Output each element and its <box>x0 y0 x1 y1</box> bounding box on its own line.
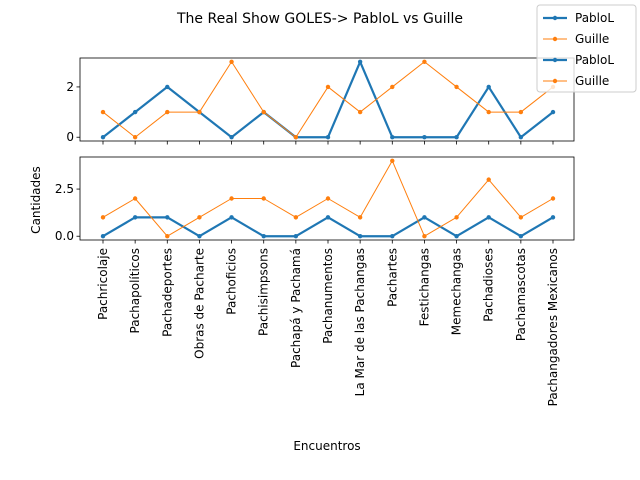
data-point-pablol <box>518 135 524 140</box>
data-point-pablol <box>261 234 266 239</box>
x-tick-label: Pachisimpsons <box>257 248 271 336</box>
data-point-guille <box>165 109 170 115</box>
y-tick-label: 2 <box>66 80 74 94</box>
legend-marker <box>552 15 558 21</box>
data-point-guille <box>422 234 427 239</box>
data-point-guille <box>550 196 556 201</box>
data-point-pablol <box>325 135 331 140</box>
x-tick-label: Pachadeportes <box>160 248 174 337</box>
x-tick-label: Pachoficios <box>225 248 239 315</box>
data-point-pablol <box>100 234 106 239</box>
legend-marker <box>552 36 558 42</box>
data-point-guille <box>261 109 266 115</box>
x-axis-label: Encuentros <box>293 439 360 453</box>
data-point-guille <box>197 215 202 220</box>
data-point-guille <box>132 135 138 140</box>
data-point-pablol <box>422 135 427 140</box>
data-point-pablol <box>486 215 491 220</box>
y-axis-label: Cantidades <box>29 166 43 234</box>
x-tick-label: Pachamascotas <box>514 248 528 341</box>
data-point-guille <box>132 196 138 201</box>
data-point-guille <box>518 109 524 115</box>
data-point-guille <box>293 135 299 140</box>
data-point-pablol <box>454 135 459 140</box>
legend-label: Guille <box>575 74 609 88</box>
legend-box <box>536 4 637 93</box>
data-point-pablol <box>100 135 106 140</box>
data-point-pablol <box>165 215 170 220</box>
data-point-guille <box>100 109 106 115</box>
x-tick-label: Memechangas <box>450 248 464 335</box>
x-tick-labels: Pachricolaje Pachapolíticos Pachadeportes O… <box>96 248 560 406</box>
x-tick-label: Festichangas <box>417 248 431 326</box>
data-point-guille <box>325 196 331 201</box>
data-point-pablol <box>550 215 556 220</box>
x-tick-label: Pachricolaje <box>96 248 110 320</box>
data-point-pablol <box>132 109 138 115</box>
data-point-pablol <box>518 234 524 239</box>
data-point-guille <box>422 59 427 64</box>
data-point-pablol <box>486 84 491 90</box>
data-point-guille <box>197 109 202 115</box>
data-point-pablol <box>390 234 395 239</box>
axes-frame <box>79 57 575 142</box>
y-tick-label: 0.0 <box>55 229 74 243</box>
data-point-pablol <box>422 215 427 220</box>
chart-title: The Real Show GOLES-> PabloL vs Guille <box>176 11 463 27</box>
data-point-guille <box>357 215 363 220</box>
data-point-guille <box>165 234 170 239</box>
axes-frame <box>79 156 575 241</box>
x-tick-label: Obras de Pacharte <box>192 248 206 359</box>
data-point-guille <box>454 215 459 220</box>
data-point-pablol <box>390 135 395 140</box>
data-point-pablol <box>197 234 202 239</box>
legend-marker <box>552 78 558 84</box>
x-tick-label: Pachartes <box>385 248 399 307</box>
legend-marker <box>552 57 558 63</box>
series-line-pablol <box>102 216 554 238</box>
data-point-guille <box>357 109 363 115</box>
data-point-pablol <box>229 215 234 220</box>
data-point-guille <box>100 215 106 220</box>
data-point-guille <box>325 84 331 90</box>
x-tick-label: Pachangadores Mexicanos <box>546 248 560 406</box>
x-tick-label: Pachapá y Pachamá <box>289 248 303 368</box>
data-point-guille <box>229 196 234 201</box>
data-point-pablol <box>325 215 331 220</box>
y-tick-label: 0 <box>66 130 74 144</box>
x-tick-label: Pachanumentos <box>321 248 335 344</box>
legend: PabloL Guille PabloL Guille <box>536 4 637 93</box>
data-point-guille <box>261 196 266 201</box>
series-line-pablol <box>102 60 554 139</box>
legend-label: PabloL <box>575 11 614 25</box>
data-point-pablol <box>357 59 363 64</box>
data-point-guille <box>229 59 234 64</box>
data-point-guille <box>486 109 491 115</box>
series-line-guille <box>102 61 554 138</box>
data-point-guille <box>486 177 491 182</box>
legend-label: Guille <box>575 32 609 46</box>
data-point-pablol <box>165 84 170 90</box>
x-tick-label: Pachadioses <box>482 248 496 322</box>
legend-label: PabloL <box>575 53 614 67</box>
x-tick-label: La Mar de las Pachangas <box>353 248 367 396</box>
x-tick-label: Pachapolíticos <box>128 248 142 333</box>
data-point-pablol <box>293 234 299 239</box>
data-point-guille <box>390 158 395 163</box>
data-point-pablol <box>550 109 556 115</box>
data-point-guille <box>518 215 524 220</box>
bottom-subplot: 0.0 2.5 <box>55 156 575 244</box>
data-point-pablol <box>229 135 234 140</box>
data-point-pablol <box>132 215 138 220</box>
data-point-pablol <box>454 234 459 239</box>
data-point-pablol <box>357 234 363 239</box>
data-point-guille <box>293 215 299 220</box>
data-point-guille <box>390 84 395 90</box>
y-tick-label: 2.5 <box>55 182 74 196</box>
top-subplot: 02 <box>66 57 575 145</box>
data-point-guille <box>454 84 459 90</box>
